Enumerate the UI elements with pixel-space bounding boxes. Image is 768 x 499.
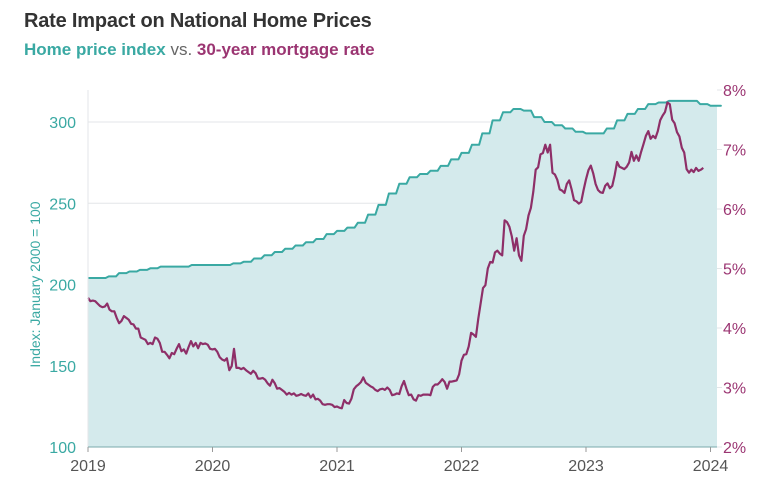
y2-tick-label: 8% (723, 83, 746, 100)
chart-subtitle: Home price index vs. 30-year mortgage ra… (24, 40, 375, 60)
x-tick-label: 2023 (568, 458, 604, 475)
home-price-index-line (88, 99, 722, 279)
axes: 100 150 200 250 300 2% 3% 4% 5% 6% 7% 8% 2019 2020 202… (49, 83, 746, 475)
y2-tick-label: 3% (723, 381, 746, 398)
y2-tick-label: 2% (723, 440, 746, 457)
y-tick-label: 100 (49, 440, 76, 457)
x-tick-label: 2024 (693, 458, 729, 475)
y2-tick-label: 6% (723, 202, 746, 219)
x-tick-label: 2021 (319, 458, 355, 475)
y-axis-label: Index: January 2000 = 100 (27, 201, 43, 367)
subtitle-vs: vs. (165, 40, 197, 59)
home-price-index-area (88, 100, 721, 448)
subtitle-home-price-index: Home price index (24, 40, 166, 59)
y2-tick-label: 7% (723, 143, 746, 160)
y-tick-label: 200 (49, 278, 76, 295)
subtitle-mortgage-rate: 30-year mortgage rate (196, 40, 375, 59)
chart-title: Rate Impact on National Home Prices (24, 10, 372, 32)
x-tick-label: 2020 (195, 458, 231, 475)
x-tick-label: 2019 (70, 458, 106, 475)
y2-tick-label: 4% (723, 321, 746, 338)
x-tick-label: 2022 (444, 458, 480, 475)
y-tick-label: 250 (49, 196, 76, 213)
y2-tick-label: 5% (723, 262, 746, 279)
y-tick-label: 150 (49, 359, 76, 376)
y-tick-label: 300 (49, 115, 76, 132)
mortgage-rate-line (87, 101, 704, 410)
